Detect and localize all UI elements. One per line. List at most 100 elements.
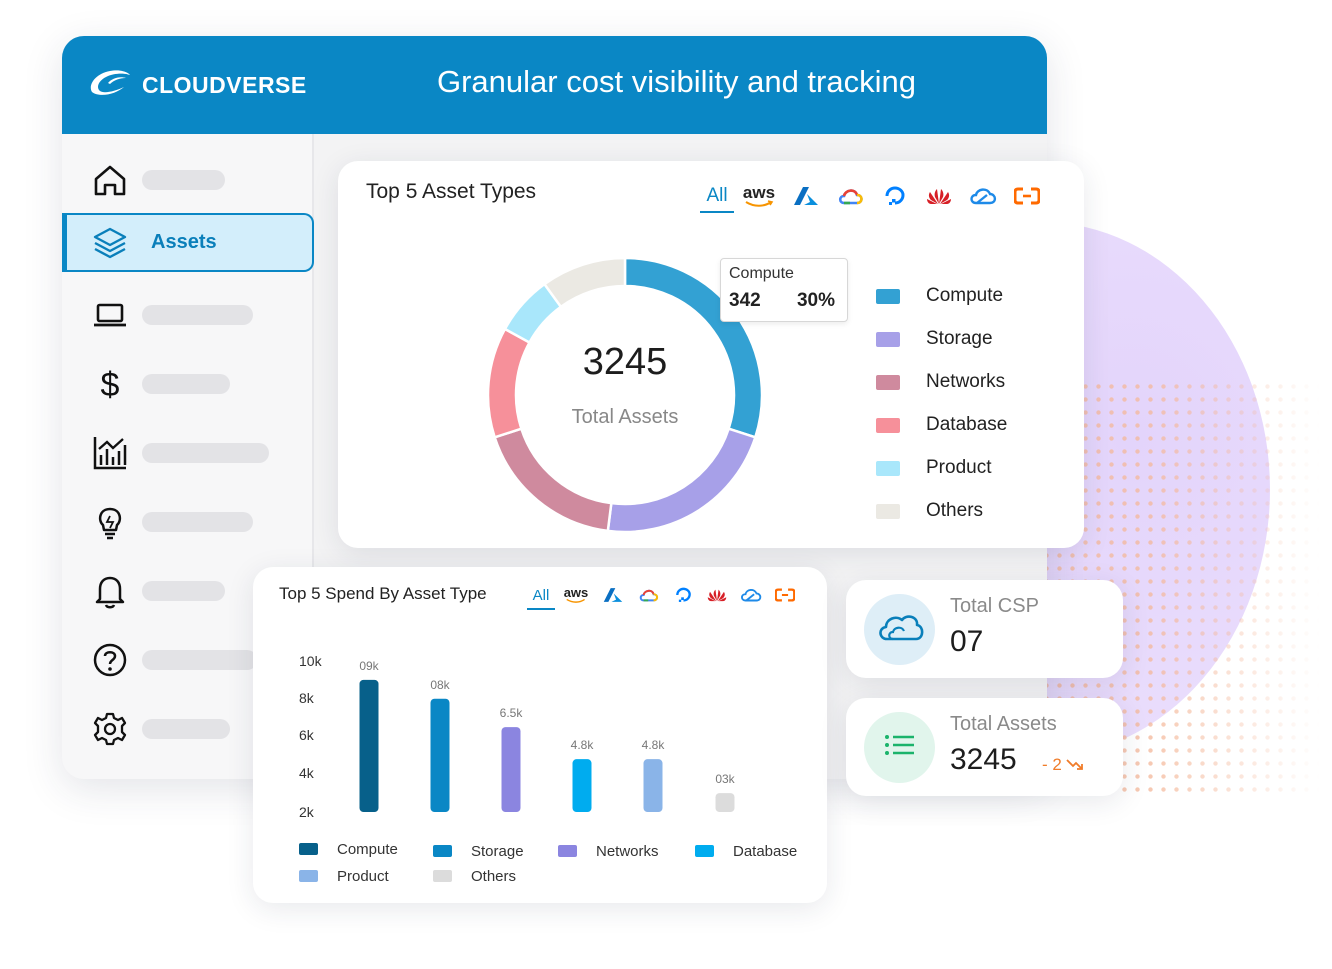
tencent-cloud-icon[interactable]: [968, 186, 998, 206]
legend-swatch: [299, 870, 318, 882]
legend-label: Product: [337, 867, 389, 885]
huawei-icon[interactable]: [924, 186, 954, 206]
sidebar-label-placeholder: [142, 374, 230, 394]
delta-value: - 2: [1042, 755, 1062, 774]
donut-slice-storage[interactable]: [606, 427, 757, 534]
legend-item-compute[interactable]: Compute: [876, 283, 1076, 309]
legend-item-database[interactable]: Database: [876, 412, 1076, 438]
bar-compute[interactable]: [359, 679, 379, 812]
bar-data-label: 03k: [715, 772, 735, 786]
brand-logo[interactable]: CLOUDVERSE: [86, 68, 307, 102]
dollar-icon: $: [92, 366, 128, 404]
stat-value: 07: [950, 625, 984, 658]
alibaba-cloud-icon[interactable]: [1012, 186, 1042, 206]
sidebar-item-devices[interactable]: [62, 286, 314, 344]
cloud-icon: [876, 610, 924, 649]
legend-label: Compute: [337, 840, 398, 858]
card-title: Top 5 Spend By Asset Type: [279, 584, 487, 603]
bar-data-label: 08k: [430, 678, 450, 692]
home-icon: [92, 162, 128, 198]
google-cloud-icon[interactable]: [836, 186, 866, 206]
legend-label: Storage: [471, 842, 524, 860]
legend-item-compute[interactable]: Compute: [299, 839, 398, 859]
digitalocean-icon[interactable]: [880, 186, 910, 206]
legend-label: Product: [926, 457, 992, 478]
stat-icon-circle: [864, 712, 935, 783]
total-assets-card[interactable]: Total Assets 3245 - 2: [846, 698, 1123, 796]
alibaba-cloud-icon[interactable]: [773, 587, 797, 603]
lightbulb-icon: [92, 504, 128, 540]
svg-text:$: $: [101, 366, 120, 402]
tooltip-percent: 30%: [796, 290, 835, 311]
cloudverse-logo-icon: [86, 66, 134, 105]
sidebar-label-placeholder: [142, 443, 269, 463]
legend-label: Storage: [926, 328, 993, 349]
stat-label: Total Assets: [950, 713, 1057, 735]
total-csp-card[interactable]: Total CSP 07: [846, 580, 1123, 678]
donut-slice-networks[interactable]: [493, 427, 613, 533]
azure-icon[interactable]: [791, 186, 821, 206]
sidebar-item-label: Assets: [151, 231, 217, 253]
app-header: CLOUDVERSE Granular cost visibility and …: [62, 36, 1047, 134]
bar-database[interactable]: [572, 759, 592, 812]
provider-tab-all[interactable]: All: [700, 185, 734, 213]
bar-data-label: 4.8k: [571, 738, 595, 752]
bar-storage[interactable]: [430, 698, 450, 812]
bar-others[interactable]: [715, 793, 735, 812]
legend-item-database[interactable]: Database: [695, 841, 797, 861]
legend-swatch: [876, 417, 900, 433]
donut-slice-others[interactable]: [542, 256, 627, 309]
legend-item-networks[interactable]: Networks: [558, 841, 659, 861]
sidebar-item-settings[interactable]: [62, 700, 314, 758]
donut-total-label: Total Assets: [571, 406, 679, 428]
sidebar-label-placeholder: [142, 305, 253, 325]
sidebar-item-notifications[interactable]: [62, 562, 314, 620]
bar-data-label: 09k: [359, 659, 379, 673]
legend-swatch: [433, 870, 452, 882]
y-tick-label: 10k: [299, 653, 323, 669]
sidebar-item-analytics[interactable]: [62, 424, 314, 482]
aws-label: aws: [742, 183, 776, 202]
azure-icon[interactable]: [601, 587, 625, 603]
legend-item-product[interactable]: Product: [876, 455, 1076, 481]
sidebar-item-cost[interactable]: $: [62, 355, 314, 413]
legend-item-product[interactable]: Product: [299, 866, 389, 886]
legend-item-storage[interactable]: Storage: [433, 841, 524, 861]
tooltip-category: Compute: [729, 265, 794, 282]
legend-item-networks[interactable]: Networks: [876, 369, 1076, 395]
legend-item-others[interactable]: Others: [433, 866, 516, 886]
huawei-icon[interactable]: [705, 587, 729, 603]
bar-networks[interactable]: [501, 727, 521, 812]
list-icon: [884, 734, 916, 761]
digitalocean-icon[interactable]: [671, 587, 695, 603]
card-title: Top 5 Asset Types: [366, 180, 537, 203]
sidebar-item-assets[interactable]: Assets: [62, 213, 314, 272]
legend-swatch: [558, 845, 577, 857]
sidebar-item-home[interactable]: [62, 151, 314, 209]
legend-label: Others: [926, 500, 984, 521]
legend-swatch: [876, 374, 900, 390]
sidebar-label-placeholder: [142, 170, 225, 190]
sidebar-item-help[interactable]: [62, 631, 314, 689]
legend-swatch: [299, 843, 318, 855]
google-cloud-icon[interactable]: [637, 587, 661, 603]
legend-item-others[interactable]: Others: [876, 498, 1076, 524]
bar-data-label: 6.5k: [500, 706, 524, 720]
stat-value: 3245: [950, 743, 1017, 776]
tencent-cloud-icon[interactable]: [739, 587, 763, 603]
legend-label: Networks: [596, 842, 659, 860]
spend-by-asset-type-card: Top 5 Spend By Asset Type All aws 10k 8k 6…: [253, 567, 827, 903]
stat-icon-circle: [864, 594, 935, 665]
legend-swatch: [876, 331, 900, 347]
legend-item-storage[interactable]: Storage: [876, 326, 1076, 352]
legend-label: Database: [733, 842, 798, 860]
legend-swatch: [876, 503, 900, 519]
chart-tooltip: Compute 342 30%: [720, 258, 848, 322]
aws-icon[interactable]: aws: [563, 586, 589, 603]
sidebar-label-placeholder: [142, 719, 230, 739]
settings-icon: [92, 711, 128, 747]
aws-icon[interactable]: aws: [742, 183, 776, 207]
bar-product[interactable]: [643, 759, 663, 812]
sidebar-item-insights[interactable]: [62, 493, 314, 551]
provider-tab-all[interactable]: All: [527, 587, 555, 610]
